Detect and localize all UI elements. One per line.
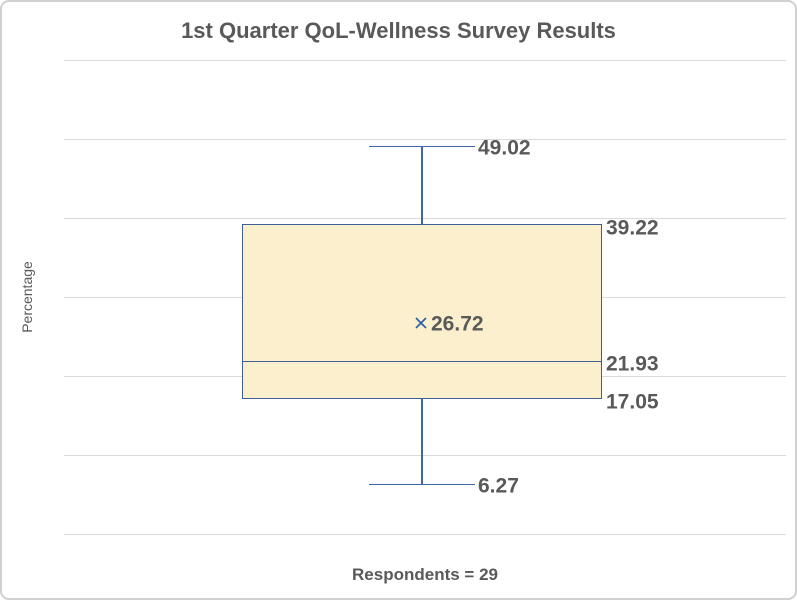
gridline — [64, 455, 786, 456]
x-axis-label: Respondents = 29 — [352, 565, 498, 584]
gridline — [64, 534, 786, 535]
upper-whisker-cap — [369, 145, 475, 148]
iqr-box — [242, 224, 602, 400]
gridline — [64, 139, 786, 140]
gridline — [64, 218, 786, 219]
gridline — [64, 60, 786, 61]
upper-whisker-line — [421, 146, 423, 225]
max-value-label: 49.02 — [478, 136, 531, 160]
median-line — [242, 360, 602, 363]
median-value-label: 21.93 — [606, 352, 659, 376]
lower-whisker-cap — [369, 483, 475, 486]
min-value-label: 6.27 — [478, 474, 519, 498]
q1-value-label: 17.05 — [606, 390, 659, 414]
mean-value-label: 26.72 — [431, 312, 484, 336]
x-cross-icon — [415, 317, 427, 329]
lower-whisker-line — [421, 399, 423, 485]
q3-value-label: 39.22 — [606, 216, 659, 240]
chart-title: 1st Quarter QoL-Wellness Survey Results — [181, 18, 616, 43]
